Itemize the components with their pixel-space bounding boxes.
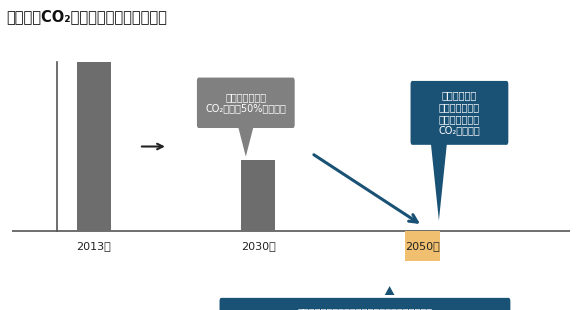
Text: 2050年: 2050年 [405, 241, 440, 251]
Bar [77, 62, 111, 231]
Text: 2013年: 2013年 [76, 241, 111, 251]
Text: 【将来のCO₂排出量削減のイメージ】: 【将来のCO₂排出量削減のイメージ】 [6, 9, 166, 24]
Text: 発電部門からの
CO₂排出量50%以上低減: 発電部門からの CO₂排出量50%以上低減 [205, 92, 286, 113]
Bar [405, 231, 440, 261]
Polygon shape [431, 141, 447, 220]
Text: 2030年: 2030年 [241, 241, 275, 251]
Text: 革新的技術の
導入などにより
発電部門からの
CO₂排出ゼロ: 革新的技術の 導入などにより 発電部門からの CO₂排出ゼロ [439, 91, 480, 135]
FancyBboxPatch shape [197, 78, 294, 128]
FancyBboxPatch shape [219, 298, 510, 310]
Bar [241, 160, 275, 231]
Polygon shape [237, 125, 254, 157]
Text: 道内の再エネ等から水素・アンモニア等を製造し、
電力以外のエネルギーのCO₂を削減: 道内の再エネ等から水素・アンモニア等を製造し、 電力以外のエネルギーのCO₂を削… [297, 307, 432, 310]
Polygon shape [381, 286, 398, 301]
FancyBboxPatch shape [410, 81, 508, 145]
